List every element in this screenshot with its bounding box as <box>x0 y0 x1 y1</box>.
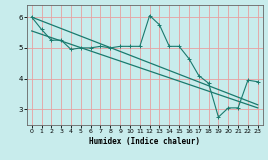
X-axis label: Humidex (Indice chaleur): Humidex (Indice chaleur) <box>89 137 200 146</box>
